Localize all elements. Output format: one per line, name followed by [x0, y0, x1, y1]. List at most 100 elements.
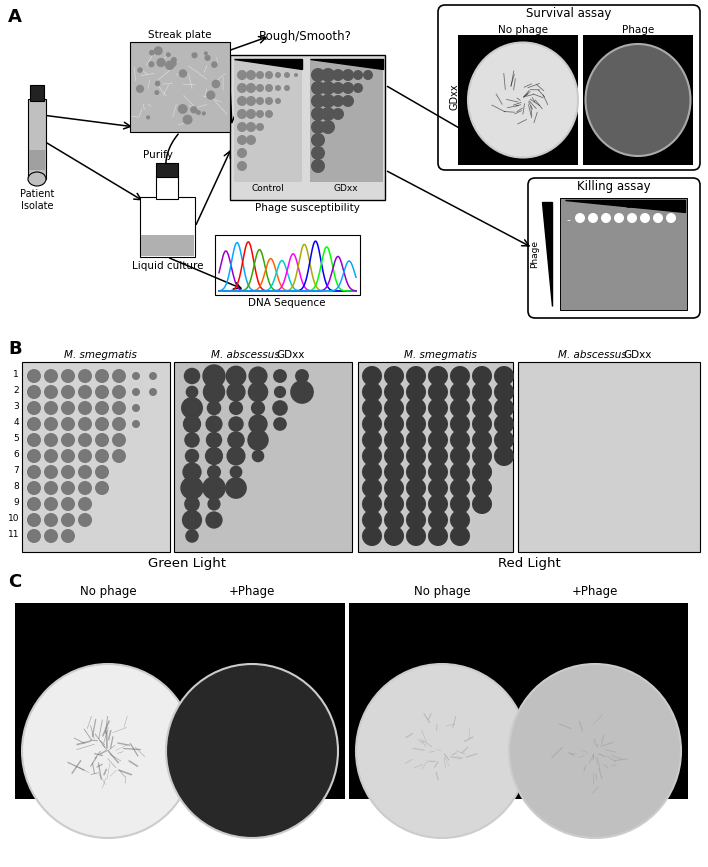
Circle shape: [666, 213, 676, 223]
Circle shape: [183, 462, 202, 482]
Circle shape: [183, 414, 201, 434]
Circle shape: [112, 401, 126, 415]
Circle shape: [44, 369, 58, 383]
Circle shape: [44, 433, 58, 447]
Circle shape: [27, 481, 41, 495]
Circle shape: [428, 414, 448, 434]
Circle shape: [184, 496, 200, 512]
Circle shape: [384, 366, 404, 386]
Text: Streak plate: Streak plate: [148, 30, 212, 40]
Circle shape: [184, 368, 200, 384]
Circle shape: [290, 381, 314, 404]
Circle shape: [472, 414, 492, 434]
Circle shape: [342, 95, 354, 107]
Circle shape: [640, 213, 650, 223]
Circle shape: [384, 446, 404, 466]
Circle shape: [321, 120, 335, 134]
Text: 2: 2: [13, 386, 19, 395]
Circle shape: [450, 526, 470, 546]
Circle shape: [428, 398, 448, 418]
Circle shape: [362, 510, 382, 530]
Circle shape: [575, 213, 585, 223]
Circle shape: [265, 110, 273, 118]
Text: Purify: Purify: [143, 150, 173, 160]
Circle shape: [149, 388, 157, 396]
Circle shape: [202, 476, 226, 499]
Circle shape: [311, 107, 325, 121]
Circle shape: [450, 398, 470, 418]
Circle shape: [95, 481, 109, 495]
Text: Phage: Phage: [622, 25, 654, 35]
Circle shape: [450, 446, 470, 466]
Circle shape: [321, 81, 335, 95]
Circle shape: [149, 49, 154, 55]
Polygon shape: [565, 200, 685, 212]
Text: +Phage: +Phage: [572, 585, 618, 598]
Circle shape: [601, 213, 611, 223]
Circle shape: [155, 81, 161, 86]
Circle shape: [284, 72, 290, 78]
Text: 9: 9: [13, 498, 19, 507]
Circle shape: [78, 385, 92, 399]
Text: No phage: No phage: [80, 585, 137, 598]
Circle shape: [44, 401, 58, 415]
Circle shape: [156, 58, 166, 67]
Text: 6: 6: [13, 450, 19, 459]
Circle shape: [362, 462, 382, 482]
Circle shape: [237, 161, 247, 171]
Circle shape: [44, 417, 58, 431]
Circle shape: [627, 213, 637, 223]
Text: 4: 4: [13, 418, 19, 427]
Circle shape: [149, 62, 154, 68]
Circle shape: [321, 107, 335, 121]
Circle shape: [406, 526, 426, 546]
Circle shape: [406, 414, 426, 434]
Circle shape: [44, 465, 58, 479]
Circle shape: [185, 449, 199, 463]
Circle shape: [205, 512, 222, 529]
Bar: [310, 59, 383, 182]
Circle shape: [406, 430, 426, 450]
Circle shape: [472, 366, 492, 386]
Circle shape: [182, 510, 202, 530]
Circle shape: [311, 159, 325, 173]
Ellipse shape: [586, 44, 690, 156]
Bar: [583, 35, 693, 165]
Circle shape: [207, 401, 222, 415]
Circle shape: [311, 81, 325, 95]
Circle shape: [384, 430, 404, 450]
Circle shape: [273, 417, 287, 431]
Circle shape: [95, 465, 109, 479]
FancyBboxPatch shape: [438, 5, 700, 170]
Ellipse shape: [22, 664, 194, 838]
Circle shape: [171, 57, 177, 63]
Circle shape: [362, 478, 382, 498]
Circle shape: [184, 433, 200, 447]
Bar: [230, 55, 385, 200]
Circle shape: [406, 510, 426, 530]
Circle shape: [384, 462, 404, 482]
Circle shape: [249, 414, 268, 434]
Circle shape: [332, 69, 344, 81]
Text: GDxx: GDxx: [624, 200, 651, 210]
Polygon shape: [310, 59, 383, 69]
Circle shape: [275, 98, 281, 104]
Circle shape: [384, 494, 404, 514]
Circle shape: [112, 433, 126, 447]
Circle shape: [342, 82, 354, 94]
Bar: [15, 603, 201, 799]
Text: M. abscessus: M. abscessus: [558, 350, 627, 360]
Circle shape: [265, 84, 273, 92]
Circle shape: [229, 466, 242, 479]
Circle shape: [95, 369, 109, 383]
Bar: [140, 197, 195, 257]
Circle shape: [494, 366, 514, 386]
Circle shape: [95, 449, 109, 463]
Bar: [159, 603, 345, 799]
Circle shape: [178, 69, 187, 78]
Bar: [358, 362, 513, 552]
Circle shape: [178, 104, 188, 114]
Circle shape: [450, 494, 470, 514]
Text: GDxx: GDxx: [449, 84, 459, 110]
Circle shape: [321, 68, 335, 82]
